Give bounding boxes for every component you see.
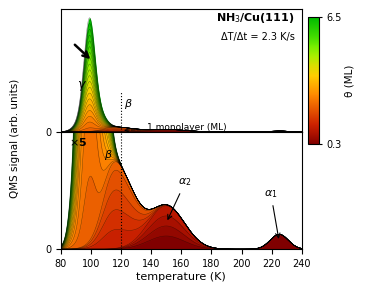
Text: $\gamma$: $\gamma$	[77, 79, 87, 94]
Text: $\alpha_1$: $\alpha_1$	[264, 188, 280, 238]
Text: $\alpha_2$: $\alpha_2$	[168, 177, 192, 219]
Text: ΔT/Δt = 2.3 K/s: ΔT/Δt = 2.3 K/s	[221, 32, 295, 42]
Text: $\beta$: $\beta$	[124, 97, 133, 111]
Text: $\times$5: $\times$5	[69, 136, 87, 148]
X-axis label: temperature (K): temperature (K)	[136, 272, 226, 282]
Text: NH$_3$/Cu(111): NH$_3$/Cu(111)	[216, 11, 295, 25]
Text: QMS signal (arb. units): QMS signal (arb. units)	[10, 79, 20, 198]
Text: 1 monolayer (ML): 1 monolayer (ML)	[125, 123, 226, 132]
Y-axis label: θ (ML): θ (ML)	[345, 65, 354, 97]
Text: $\beta$: $\beta$	[104, 148, 113, 162]
